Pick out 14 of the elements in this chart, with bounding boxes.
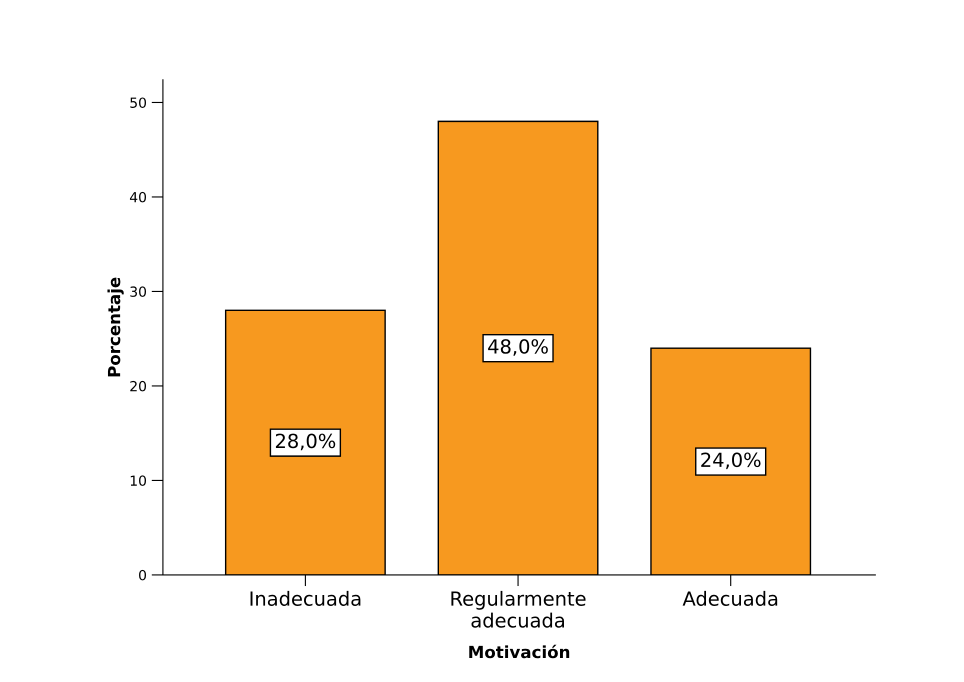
x-tick-label: Regularmente adecuada [451,590,586,628]
y-tick-label: 40 [130,192,146,202]
y-tick-label: 10 [130,475,146,486]
y-tick-label: 50 [130,97,146,108]
data-label: 48,0% [488,339,548,356]
y-tick-label: 0 [139,570,146,580]
y-axis-title: Porcentaje [107,278,124,376]
y-tick-label: 20 [130,380,146,392]
x-axis-title: Motivación [469,644,570,658]
x-tick-label: Inadecuada [250,590,360,606]
y-tick-label: 30 [130,286,146,297]
data-label: 24,0% [701,452,761,470]
data-label: 28,0% [276,434,336,450]
x-tick-label: Adecuada [682,590,778,606]
